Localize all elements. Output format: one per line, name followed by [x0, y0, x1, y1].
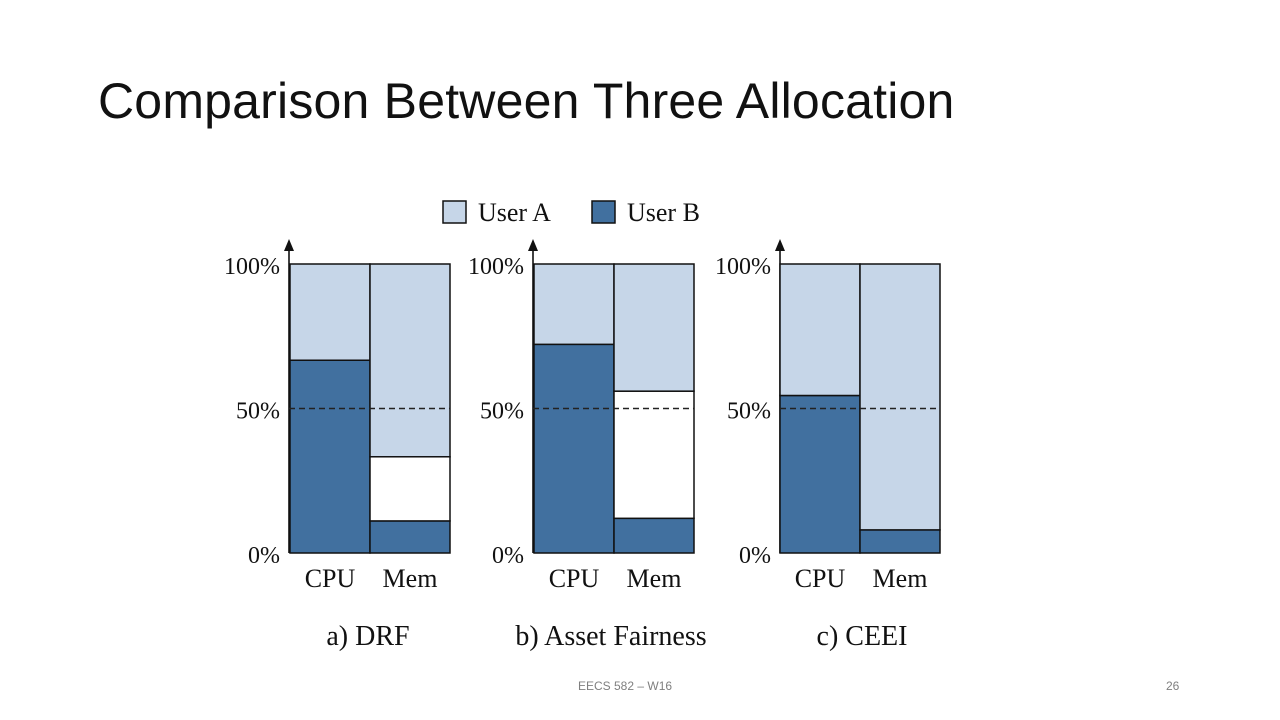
panel-3-bar-cpu-user-b [779, 394, 861, 554]
panel-2-bar-mem-unallocated [613, 390, 695, 520]
panel-3-x-label-cpu: CPU [795, 564, 846, 593]
panel-3-x-label-mem: Mem [873, 564, 928, 593]
panel-1-y-tick-0: 0% [248, 543, 280, 569]
panel-2-bar-cpu-user-b [533, 343, 615, 554]
panel-3-bar-mem-user-b [859, 529, 941, 554]
panel-2-y-tick-1: 50% [480, 399, 524, 425]
panel-2-bar-mem-user-b [613, 517, 695, 554]
panel-1-caption: a) DRF [326, 621, 409, 652]
panel-2-x-label-mem: Mem [627, 564, 682, 593]
panel-2-bar-cpu-user-a [533, 263, 615, 346]
panel-1-bar-cpu-user-a [289, 263, 371, 361]
panel-3-y-tick-1: 50% [727, 399, 771, 425]
panel-3-y-tick-2: 100% [715, 254, 771, 280]
panel-3-bar-cpu-user-a [779, 263, 861, 397]
panel-1-bar-cpu-user-b [289, 359, 371, 554]
legend-swatch-user-b [591, 200, 616, 224]
page-number: 26 [1166, 679, 1180, 693]
panel-2-y-axis-arrow [528, 239, 538, 251]
panel-1-bar-mem-user-a [369, 263, 451, 458]
panel-2-y-tick-0: 0% [492, 543, 524, 569]
slide-title: Comparison Between Three Allocation [98, 73, 955, 129]
panel-1-y-tick-2: 100% [224, 254, 280, 280]
legend-label-user-a: User A [478, 198, 551, 227]
panel-1-x-label-cpu: CPU [305, 564, 356, 593]
panel-1-y-tick-1: 50% [236, 399, 280, 425]
panel-1-bar-mem-unallocated [369, 456, 451, 522]
panel-2-y-tick-2: 100% [468, 254, 524, 280]
panel-3-bar-mem-user-a [859, 263, 941, 531]
panel-1-x-label-mem: Mem [383, 564, 438, 593]
footer-course: EECS 582 – W16 [578, 679, 673, 693]
legend-label-user-b: User B [627, 198, 700, 227]
panel-2-bar-mem-user-a [613, 263, 695, 392]
panel-3-y-tick-0: 0% [739, 543, 771, 569]
panel-1-y-axis-arrow [284, 239, 294, 251]
panel-1-bar-mem-user-b [369, 520, 451, 554]
panel-3-y-axis-arrow [775, 239, 785, 251]
panel-2-caption: b) Asset Fairness [515, 621, 706, 652]
panel-2-x-label-cpu: CPU [549, 564, 600, 593]
panel-3-caption: c) CEEI [817, 621, 908, 652]
legend-swatch-user-a [442, 200, 467, 224]
